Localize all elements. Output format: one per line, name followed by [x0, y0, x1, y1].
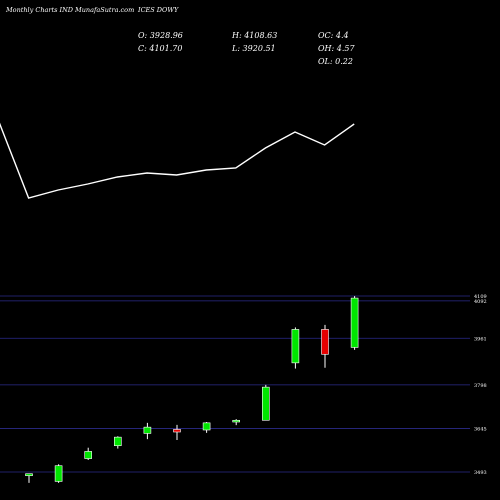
y-tick-label: 3798 [474, 383, 487, 389]
candle-body [232, 419, 240, 423]
candle [143, 422, 152, 440]
oc-value: OC: 4.4 [318, 31, 349, 40]
candle [54, 464, 63, 483]
candle-body [25, 473, 33, 477]
high-value: H: 4108.63 [231, 31, 277, 40]
candle-body [291, 329, 300, 364]
chart-title: Monthly Charts IND MunafaSutra.com [5, 6, 134, 14]
candle [202, 422, 211, 433]
candle-body [54, 465, 63, 482]
candle [114, 436, 122, 449]
candle [350, 296, 359, 350]
candle [173, 424, 181, 440]
candle-body [173, 429, 181, 433]
candle-body [350, 297, 359, 348]
ol-value: OL: 0.22 [318, 57, 353, 66]
line-panel [0, 122, 355, 199]
candle [84, 447, 92, 460]
candle [25, 473, 33, 483]
candle-body [143, 426, 152, 434]
price-line [0, 122, 355, 199]
y-tick-label: 4109 [474, 294, 487, 300]
candlestick-series [25, 296, 359, 483]
low-value: L: 3920.51 [231, 44, 276, 53]
y-tick-label: 3493 [474, 470, 487, 476]
open-value: O: 3928.96 [138, 31, 183, 40]
candle [321, 324, 329, 368]
candle [261, 384, 270, 421]
candle-body [84, 451, 92, 459]
y-tick-label: 3961 [474, 336, 487, 342]
candle [232, 419, 240, 426]
candle-body [114, 436, 122, 447]
close-value: C: 4101.70 [138, 44, 182, 53]
candle [291, 327, 300, 369]
candle-body [202, 422, 211, 431]
y-tick-label: 4092 [474, 299, 487, 305]
y-tick-label: 3645 [474, 427, 487, 433]
oh-value: OH: 4.57 [318, 44, 355, 53]
candle-body [321, 329, 329, 355]
symbol-label: ICES DOWY [137, 6, 179, 14]
candle-body [261, 386, 270, 421]
